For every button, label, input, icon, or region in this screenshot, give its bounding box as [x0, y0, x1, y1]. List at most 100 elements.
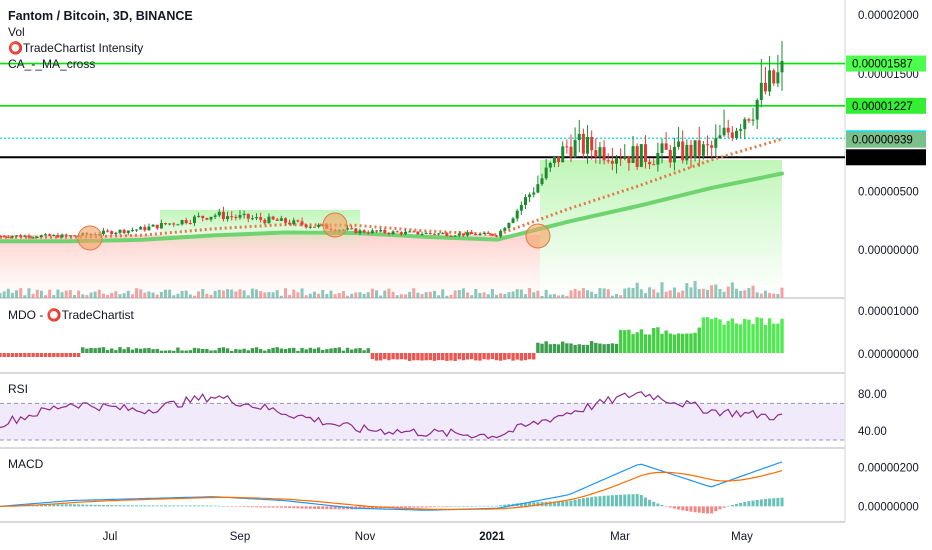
volume-bar	[296, 292, 300, 298]
mdo-pane-label[interactable]: MDO - ⭕TradeChartist	[8, 308, 134, 322]
symbol-title[interactable]: Fantom / Bitcoin, 3D, BINANCE	[8, 9, 193, 23]
volume-bar	[387, 288, 391, 298]
mdo-bar	[428, 353, 433, 361]
mdo-bar	[205, 348, 209, 353]
volume-bar	[255, 289, 259, 298]
mdo-bar	[201, 349, 205, 353]
macd-histogram-bar	[763, 498, 767, 507]
mdo-bar	[432, 353, 437, 361]
volume-bar	[441, 289, 445, 298]
mdo-bar	[221, 347, 226, 353]
macd-histogram-bar	[751, 500, 755, 507]
volume-bar	[416, 292, 420, 298]
candle-body	[552, 156, 556, 164]
mdo-bar	[254, 347, 259, 353]
mdo-bar	[234, 349, 238, 353]
price-tick-label: 0.00002000	[858, 10, 919, 22]
macd-histogram-bar	[536, 502, 540, 507]
macd-pane-label[interactable]: MACD	[8, 457, 44, 471]
macd-histogram-bar	[230, 506, 234, 507]
macd-histogram-bar	[755, 499, 759, 507]
candle-body	[482, 232, 486, 234]
macd-histogram-bar	[337, 506, 341, 510]
mdo-bar	[399, 353, 404, 360]
candle-body	[561, 146, 565, 163]
macd-histogram-bar	[192, 505, 196, 507]
macd-histogram-bar	[677, 506, 681, 510]
macd-histogram-bar	[602, 495, 606, 507]
macd-histogram-bar	[184, 505, 188, 507]
candle-body	[44, 234, 48, 236]
candle-body	[52, 234, 56, 236]
mdo-bar	[217, 347, 221, 353]
candle-body	[366, 232, 370, 234]
volume-bar	[188, 294, 192, 298]
volume-bar	[217, 289, 221, 298]
volume-bar	[304, 295, 308, 298]
macd-histogram-bar	[718, 506, 722, 510]
mdo-bar	[536, 342, 540, 353]
volume-bar	[172, 295, 176, 298]
macd-histogram-bar	[370, 506, 374, 509]
macd-histogram-bar	[776, 497, 780, 507]
mdo-bar	[569, 343, 573, 353]
macd-histogram-bar	[304, 506, 308, 509]
macd-histogram-bar	[114, 505, 118, 507]
mdo-bar	[747, 319, 751, 353]
legend-line-intensity[interactable]: ⭕TradeChartist Intensity	[8, 41, 144, 55]
mdo-bar	[122, 349, 126, 353]
mdo-bar	[767, 318, 772, 353]
volume-bar	[317, 293, 321, 298]
candle-body	[685, 144, 689, 161]
candle-body	[619, 158, 623, 160]
candle-body	[263, 219, 267, 224]
macd-histogram-bar	[81, 504, 85, 507]
candle-body	[27, 235, 31, 238]
mdo-bar	[56, 353, 60, 357]
candle-body	[39, 235, 43, 237]
candle-body	[395, 231, 399, 233]
mdo-bar	[263, 350, 267, 353]
mdo-bar	[751, 324, 755, 353]
macd-histogram-bar	[759, 499, 763, 507]
macd-histogram-bar	[118, 505, 122, 507]
candle-body	[184, 220, 188, 224]
volume-bar	[668, 290, 672, 298]
candle-body	[557, 156, 561, 163]
slow-ma-line	[0, 171, 784, 244]
candle-body	[172, 223, 176, 225]
time-axis-label: Sep	[230, 531, 250, 543]
candle-body	[503, 228, 507, 231]
volume-bar	[205, 293, 209, 298]
macd-histogram-bar	[279, 506, 283, 508]
volume-bar	[536, 290, 540, 298]
volume-bar	[466, 292, 470, 298]
macd-histogram-bar	[565, 501, 569, 507]
macd-histogram-bar	[308, 506, 312, 509]
legend-line-vol[interactable]: Vol	[8, 25, 25, 39]
candle-body	[495, 235, 499, 237]
candle-body	[408, 231, 412, 233]
legend-line-ma-cross[interactable]: CA_-_MA_cross	[8, 57, 96, 71]
volume-bar	[362, 293, 366, 298]
rsi-pane-label[interactable]: RSI	[8, 382, 29, 396]
mdo-bar	[242, 348, 246, 353]
price-tag-label: 0.00000789	[852, 152, 913, 164]
mdo-bar	[258, 349, 263, 353]
mdo-bar	[705, 317, 710, 353]
macd-histogram-bar	[710, 506, 714, 514]
mdo-bar	[457, 353, 461, 360]
mdo-bar	[114, 350, 118, 353]
macd-histogram-bar	[482, 505, 486, 507]
volume-bar	[250, 288, 254, 298]
mdo-bar	[296, 350, 300, 353]
mdo-bar	[366, 348, 370, 353]
volume-bar	[403, 294, 407, 298]
macd-histogram-bar	[648, 499, 652, 507]
volume-bar	[627, 287, 631, 298]
volume-bar	[2, 291, 6, 298]
candle-body	[648, 161, 652, 165]
candle-body	[693, 140, 697, 158]
mdo-bar	[581, 344, 586, 353]
